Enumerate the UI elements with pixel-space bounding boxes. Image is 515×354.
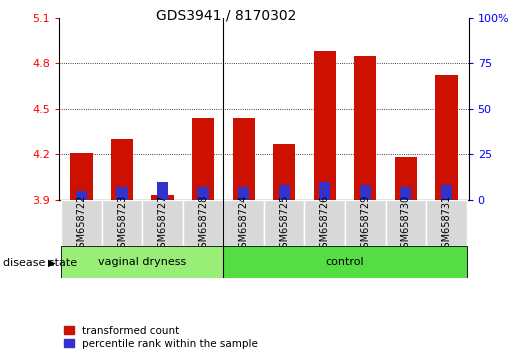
Bar (116, 187, 128, 200)
Bar (71, 153, 93, 200)
Bar (426, 200, 467, 246)
Bar (224, 200, 264, 246)
Bar (345, 200, 386, 246)
Bar (197, 187, 209, 200)
Text: GDS3941 / 8170302: GDS3941 / 8170302 (157, 9, 297, 23)
Bar (157, 182, 168, 200)
Legend: transformed count, percentile rank within the sample: transformed count, percentile rank withi… (64, 326, 258, 349)
Bar (394, 158, 417, 200)
Text: GSM658724: GSM658724 (238, 195, 249, 254)
Bar (183, 200, 224, 246)
Text: GSM658731: GSM658731 (441, 195, 451, 254)
Bar (386, 200, 426, 246)
Text: vaginal dryness: vaginal dryness (98, 257, 186, 267)
Bar (264, 200, 304, 246)
Bar (111, 139, 133, 200)
Bar (273, 144, 296, 200)
Bar (359, 185, 371, 200)
Text: GSM658727: GSM658727 (158, 195, 167, 254)
Bar (102, 200, 142, 246)
Bar (232, 118, 255, 200)
Text: GSM658725: GSM658725 (279, 195, 289, 254)
Bar (441, 185, 452, 200)
Text: GSM658729: GSM658729 (360, 195, 370, 254)
Text: control: control (325, 257, 364, 267)
Bar (435, 75, 457, 200)
Text: GSM658726: GSM658726 (320, 195, 330, 254)
Bar (151, 195, 174, 200)
Bar (224, 246, 467, 278)
Text: GSM658723: GSM658723 (117, 195, 127, 254)
Text: GSM658722: GSM658722 (77, 195, 87, 254)
Bar (142, 200, 183, 246)
Bar (76, 191, 87, 200)
Bar (314, 51, 336, 200)
Bar (354, 56, 376, 200)
Bar (192, 118, 214, 200)
Bar (61, 246, 224, 278)
Text: GSM658730: GSM658730 (401, 195, 411, 254)
Text: GSM658728: GSM658728 (198, 195, 208, 254)
Bar (304, 200, 345, 246)
Bar (279, 185, 290, 200)
Text: disease state: disease state (3, 258, 77, 268)
Bar (61, 200, 102, 246)
Bar (319, 182, 331, 200)
Bar (238, 187, 249, 200)
Bar (400, 187, 411, 200)
Text: ▶: ▶ (47, 258, 55, 268)
